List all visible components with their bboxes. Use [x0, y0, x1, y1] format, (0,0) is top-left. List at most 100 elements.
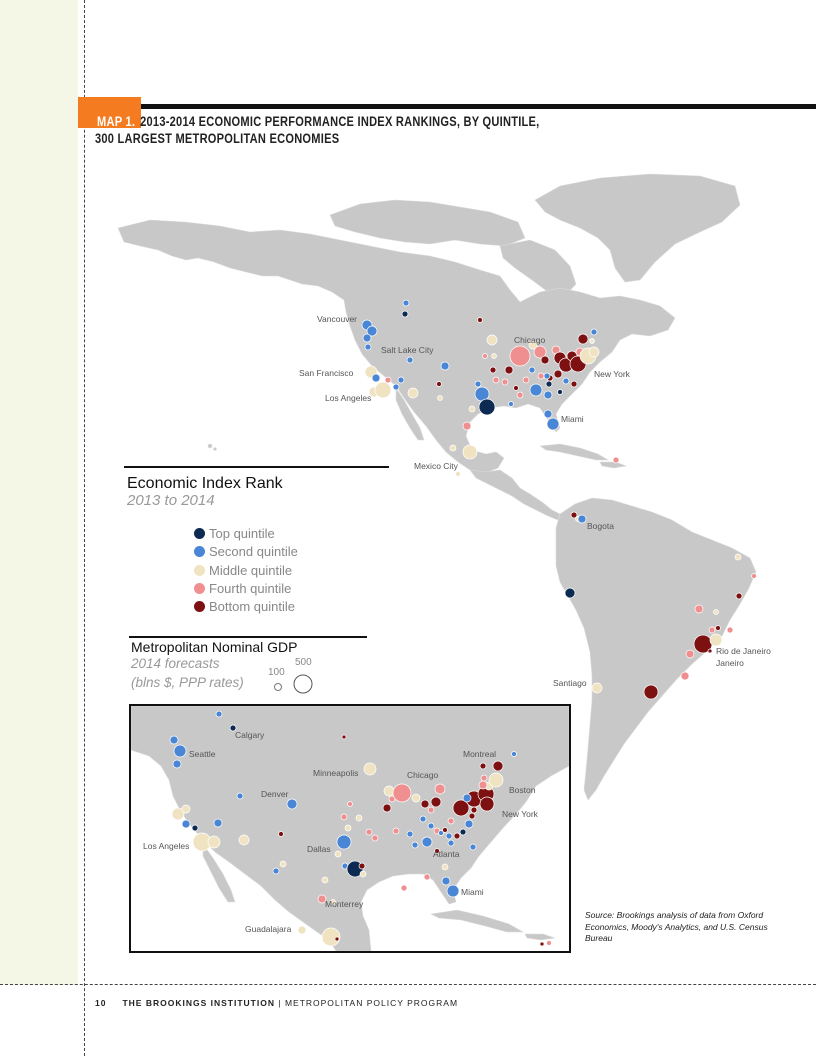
metro-dot: [286, 798, 298, 810]
inset-svg: Calgary Seattle Denver Minneapolis Chicago Mo…: [131, 706, 569, 951]
legend-label: Second quintile: [209, 544, 298, 559]
city-label: Dallas: [307, 844, 331, 854]
metro-dot: [501, 378, 509, 386]
metro-dot: [694, 604, 704, 614]
metro-dot: [344, 824, 352, 832]
metro-dot: [191, 824, 199, 832]
metro-dot: [397, 376, 405, 384]
metro-dot: [537, 372, 545, 380]
gdp-large-value: 500: [295, 657, 312, 668]
metro-dot: [478, 780, 488, 790]
metro-dot: [528, 340, 538, 350]
metro-dot: [455, 471, 461, 477]
us-inset-map: Calgary Seattle Denver Minneapolis Chicago Mo…: [129, 704, 571, 953]
metro-dot: [462, 421, 472, 431]
metro-dot: [172, 759, 182, 769]
metro-dot: [509, 345, 531, 367]
metro-dot: [707, 648, 713, 654]
metro-dot: [181, 804, 191, 814]
metro-dot: [464, 819, 474, 829]
city-label: Bogota: [587, 521, 614, 531]
metro-dot: [643, 684, 659, 700]
city-label: Chicago: [407, 770, 438, 780]
metro-dot: [479, 796, 495, 812]
city-label: Boston: [509, 785, 536, 795]
metro-dot: [715, 625, 721, 631]
metro-dot: [516, 391, 524, 399]
metro-dot: [321, 876, 329, 884]
metro-dot: [392, 383, 400, 391]
legend-label: Fourth quintile: [209, 581, 292, 596]
metro-dot: [468, 812, 476, 820]
legend-swatch: [194, 528, 205, 539]
metro-dot: [470, 806, 478, 814]
map-label-block: [78, 97, 141, 128]
metro-dot: [685, 649, 695, 659]
city-label: Calgary: [235, 730, 265, 740]
metro-dot: [511, 751, 517, 757]
footer-institution: THE BROOKINGS INSTITUTION: [122, 998, 275, 1008]
legend-title: Economic Index Rank: [127, 475, 283, 492]
metro-dot: [364, 343, 372, 351]
gdp-legend-line1: 2014 forecasts: [131, 656, 220, 671]
gdp-small-value: 100: [268, 667, 285, 678]
city-label: Mexico City: [414, 461, 459, 471]
map-number-label: MAP 1.: [97, 114, 136, 129]
metro-dot: [570, 380, 578, 388]
metro-dot: [169, 735, 179, 745]
metro-dot: [477, 317, 483, 323]
metro-dot: [442, 827, 448, 833]
page-footer: 10 THE BROOKINGS INSTITUTION | METROPOLIT…: [95, 998, 458, 1008]
legend-label: Middle quintile: [209, 563, 293, 578]
metro-dot: [437, 395, 443, 401]
metro-dot: [358, 862, 366, 870]
metro-dot: [441, 876, 451, 886]
metro-dot: [459, 828, 467, 836]
legend-item-fourth: Fourth quintile: [194, 581, 291, 596]
metro-dot: [468, 405, 476, 413]
metro-dot: [533, 345, 547, 359]
map-title-line2: 300 LARGEST METROPOLITAN ECONOMIES: [95, 131, 340, 146]
metro-dot: [543, 409, 553, 419]
city-label: Denver: [261, 789, 289, 799]
city-label: Monterrey: [325, 899, 364, 909]
margin-guide-vertical: [84, 0, 85, 1056]
baffin-island-shape: [499, 239, 577, 297]
metro-dot: [401, 310, 409, 318]
metro-dot: [713, 609, 719, 615]
metro-dot: [438, 830, 444, 836]
metro-dot: [402, 299, 410, 307]
metro-dot: [469, 843, 477, 851]
metro-dot: [279, 860, 287, 868]
metro-dot: [236, 792, 244, 800]
metro-dot: [589, 338, 595, 344]
metro-dot: [382, 803, 392, 813]
cuba-shape: [539, 443, 610, 461]
metro-dot: [334, 850, 342, 858]
metro-dot: [330, 899, 336, 905]
metro-dot: [462, 793, 472, 803]
legend-swatch: [194, 583, 205, 594]
metro-dot: [562, 377, 570, 385]
metro-dot: [709, 633, 723, 647]
metro-dot: [488, 772, 504, 788]
metro-dot: [441, 863, 449, 871]
metro-dot: [543, 390, 553, 400]
city-label: Montreal: [463, 749, 496, 759]
metro-dot: [411, 793, 421, 803]
city-label: New York: [502, 809, 539, 819]
metro-dot: [365, 828, 373, 836]
legend-swatch: [194, 546, 205, 557]
map-title-line1: MAP 1. 2013-2014 ECONOMIC PERFORMANCE IND…: [97, 114, 539, 129]
metro-dot: [384, 376, 392, 384]
metro-dot: [420, 799, 430, 809]
metro-dot: [577, 514, 587, 524]
metro-dot: [529, 383, 543, 397]
city-label: Janeiro: [716, 658, 744, 668]
metro-dot: [371, 834, 379, 842]
legend-item-bottom: Bottom quintile: [194, 599, 295, 614]
metro-dot: [347, 801, 353, 807]
metro-dot: [440, 361, 450, 371]
metro-dot: [181, 819, 191, 829]
metro-dot: [238, 834, 250, 846]
